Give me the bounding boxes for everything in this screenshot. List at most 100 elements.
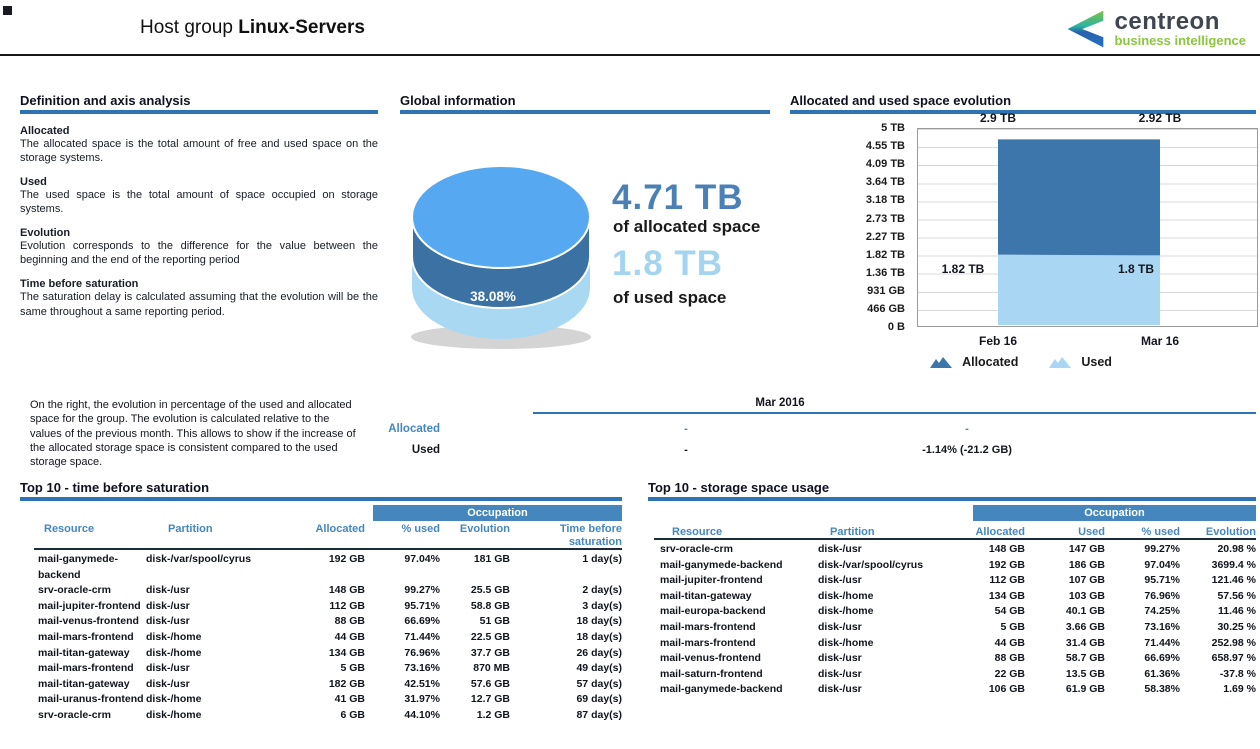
table-row: mail-titan-gateway disk-/usr 182 GB 42.5… bbox=[20, 677, 622, 693]
cell-allocated: 112 GB bbox=[329, 599, 365, 612]
cell-pct-used: 58.38% bbox=[1144, 683, 1180, 696]
usage-table-title: Top 10 - storage space usage bbox=[648, 480, 830, 495]
xtick-feb: Feb 16 bbox=[978, 334, 1018, 348]
used-area-icon bbox=[1049, 357, 1072, 368]
definition-text: The used space is the total amount of sp… bbox=[20, 189, 378, 216]
cell-allocated: 148 GB bbox=[328, 584, 365, 597]
monthly-used-value-1: - bbox=[684, 444, 688, 456]
definition-item: Evolution Evolution corresponds to the d… bbox=[20, 227, 378, 267]
chart-legend: Allocated Used bbox=[850, 355, 1191, 369]
cell-pct-used: 95.71% bbox=[404, 599, 440, 612]
ytick: 1.82 TB bbox=[865, 249, 905, 261]
cell-partition: disk-/usr bbox=[818, 667, 862, 680]
col-partition: Partition bbox=[830, 526, 875, 538]
cell-time-before-saturation: 18 day(s) bbox=[576, 630, 622, 643]
legend-allocated: Allocated bbox=[929, 355, 1018, 369]
saturation-table-title: Top 10 - time before saturation bbox=[20, 480, 210, 495]
cell-evolution: 12.7 GB bbox=[470, 693, 510, 706]
table-row: mail-ganymede-backend disk-/var/spool/cy… bbox=[20, 552, 622, 583]
cell-resource: mail-ganymede-backend bbox=[660, 683, 783, 696]
cell-pct-used: 97.04% bbox=[1144, 558, 1180, 571]
global-info-title: Global information bbox=[400, 93, 516, 108]
cell-evolution: 11.46 % bbox=[1218, 605, 1256, 618]
cell-partition: disk-/usr bbox=[146, 662, 190, 675]
cell-partition: disk-/usr bbox=[818, 683, 862, 696]
table-row: mail-titan-gateway disk-/home 134 GB 103… bbox=[648, 589, 1256, 605]
ytick: 4.55 TB bbox=[865, 140, 905, 152]
cell-resource: mail-jupiter-frontend bbox=[38, 599, 141, 612]
global-info-section: Global information bbox=[400, 93, 770, 114]
cell-allocated: 182 GB bbox=[328, 677, 365, 690]
cell-evolution: 58.8 GB bbox=[470, 599, 510, 612]
evolution-note: On the right, the evolution in percentag… bbox=[30, 399, 356, 469]
allocated-area bbox=[998, 139, 1160, 256]
table-row: srv-oracle-crm disk-/usr 148 GB 99.27% 2… bbox=[20, 583, 622, 599]
monthly-allocated-value-2: - bbox=[965, 423, 969, 435]
used-total: 1.8 TB bbox=[612, 244, 724, 283]
cell-used: 58.7 GB bbox=[1065, 652, 1105, 665]
cell-partition: disk-/var/spool/cyrus bbox=[146, 553, 252, 565]
page-title: Host group Linux-Servers bbox=[140, 17, 365, 39]
cell-allocated: 88 GB bbox=[994, 652, 1025, 665]
cell-used: 107 GB bbox=[1068, 574, 1105, 587]
cell-resource: srv-oracle-crm bbox=[660, 543, 733, 555]
cell-allocated: 54 GB bbox=[994, 605, 1025, 618]
cell-resource: mail-mars-frontend bbox=[38, 630, 134, 643]
usage-table-rows: srv-oracle-crm disk-/usr 148 GB 147 GB 9… bbox=[648, 542, 1256, 698]
cell-partition: disk-/usr bbox=[146, 615, 190, 628]
cell-time-before-saturation: 49 day(s) bbox=[576, 662, 622, 675]
cell-pct-used: 44.10% bbox=[404, 708, 440, 721]
cell-used: 3.66 GB bbox=[1065, 620, 1105, 633]
storage-cylinder-chart: 38.08% bbox=[411, 165, 591, 349]
monthly-allocated-value-1: - bbox=[684, 423, 688, 435]
table-row: mail-ganymede-backend disk-/usr 106 GB 6… bbox=[648, 682, 1256, 698]
allocated-point-label: 2.92 TB bbox=[1138, 111, 1182, 125]
occupation-banner: Occupation bbox=[973, 505, 1256, 521]
cell-pct-used: 97.04% bbox=[404, 553, 440, 565]
logo-wordmark: centreon bbox=[1114, 8, 1220, 35]
cell-evolution: 1.69 % bbox=[1223, 683, 1256, 696]
ytick: 3.64 TB bbox=[865, 176, 905, 188]
cell-used: 31.4 GB bbox=[1065, 636, 1105, 649]
cell-pct-used: 31.97% bbox=[404, 693, 440, 706]
evolution-plot-area bbox=[917, 128, 1258, 327]
cell-resource: mail-mars-frontend bbox=[38, 662, 134, 675]
definition-text: The allocated space is the total amount … bbox=[20, 138, 378, 165]
cell-partition: disk-/home bbox=[146, 630, 202, 643]
stacked-area bbox=[998, 139, 1160, 325]
table-row: mail-titan-gateway disk-/home 134 GB 76.… bbox=[20, 646, 622, 662]
cell-allocated: 192 GB bbox=[328, 553, 365, 565]
cell-allocated: 44 GB bbox=[334, 630, 365, 643]
cell-time-before-saturation: 3 day(s) bbox=[582, 599, 622, 612]
cell-time-before-saturation: 1 day(s) bbox=[582, 553, 622, 565]
ytick: 0 B bbox=[887, 321, 905, 333]
month-rule bbox=[533, 412, 1256, 414]
legend-used: Used bbox=[1048, 355, 1112, 369]
cell-used: 61.9 GB bbox=[1065, 683, 1105, 696]
cell-evolution: 870 MB bbox=[473, 662, 510, 675]
definitions-section: Definition and axis analysis Allocated T… bbox=[20, 93, 378, 319]
monthly-used-label: Used bbox=[411, 444, 440, 456]
cell-evolution: 121.46 % bbox=[1211, 574, 1256, 587]
allocated-point-label: 2.9 TB bbox=[979, 111, 1017, 125]
cell-pct-used: 73.16% bbox=[404, 662, 440, 675]
cell-evolution: 658.97 % bbox=[1211, 652, 1256, 665]
col-pct-used: % used bbox=[1141, 526, 1180, 538]
header-underline bbox=[34, 548, 622, 550]
cell-evolution: 3699.4 % bbox=[1211, 558, 1256, 571]
definition-item: Allocated The allocated space is the tot… bbox=[20, 125, 378, 165]
saturation-table: Top 10 - time before saturation Occupati… bbox=[20, 480, 622, 721]
cell-evolution: -37.8 % bbox=[1219, 667, 1256, 680]
col-resource: Resource bbox=[44, 523, 95, 535]
cell-partition: disk-/usr bbox=[818, 652, 862, 665]
col-evolution: Evolution bbox=[459, 523, 510, 535]
table-row: mail-saturn-frontend disk-/usr 22 GB 13.… bbox=[648, 667, 1256, 683]
cell-used: 13.5 GB bbox=[1065, 667, 1105, 680]
cell-resource: mail-mars-frontend bbox=[660, 636, 756, 649]
saturation-table-rule bbox=[20, 497, 622, 501]
legend-allocated-label: Allocated bbox=[962, 355, 1019, 369]
cell-pct-used: 76.96% bbox=[1144, 589, 1180, 602]
cell-resource: mail-ganymede-backend bbox=[38, 553, 118, 581]
col-time-before-saturation: Time before saturation bbox=[559, 523, 622, 548]
table-row: mail-mars-frontend disk-/home 44 GB 31.4… bbox=[648, 636, 1256, 652]
